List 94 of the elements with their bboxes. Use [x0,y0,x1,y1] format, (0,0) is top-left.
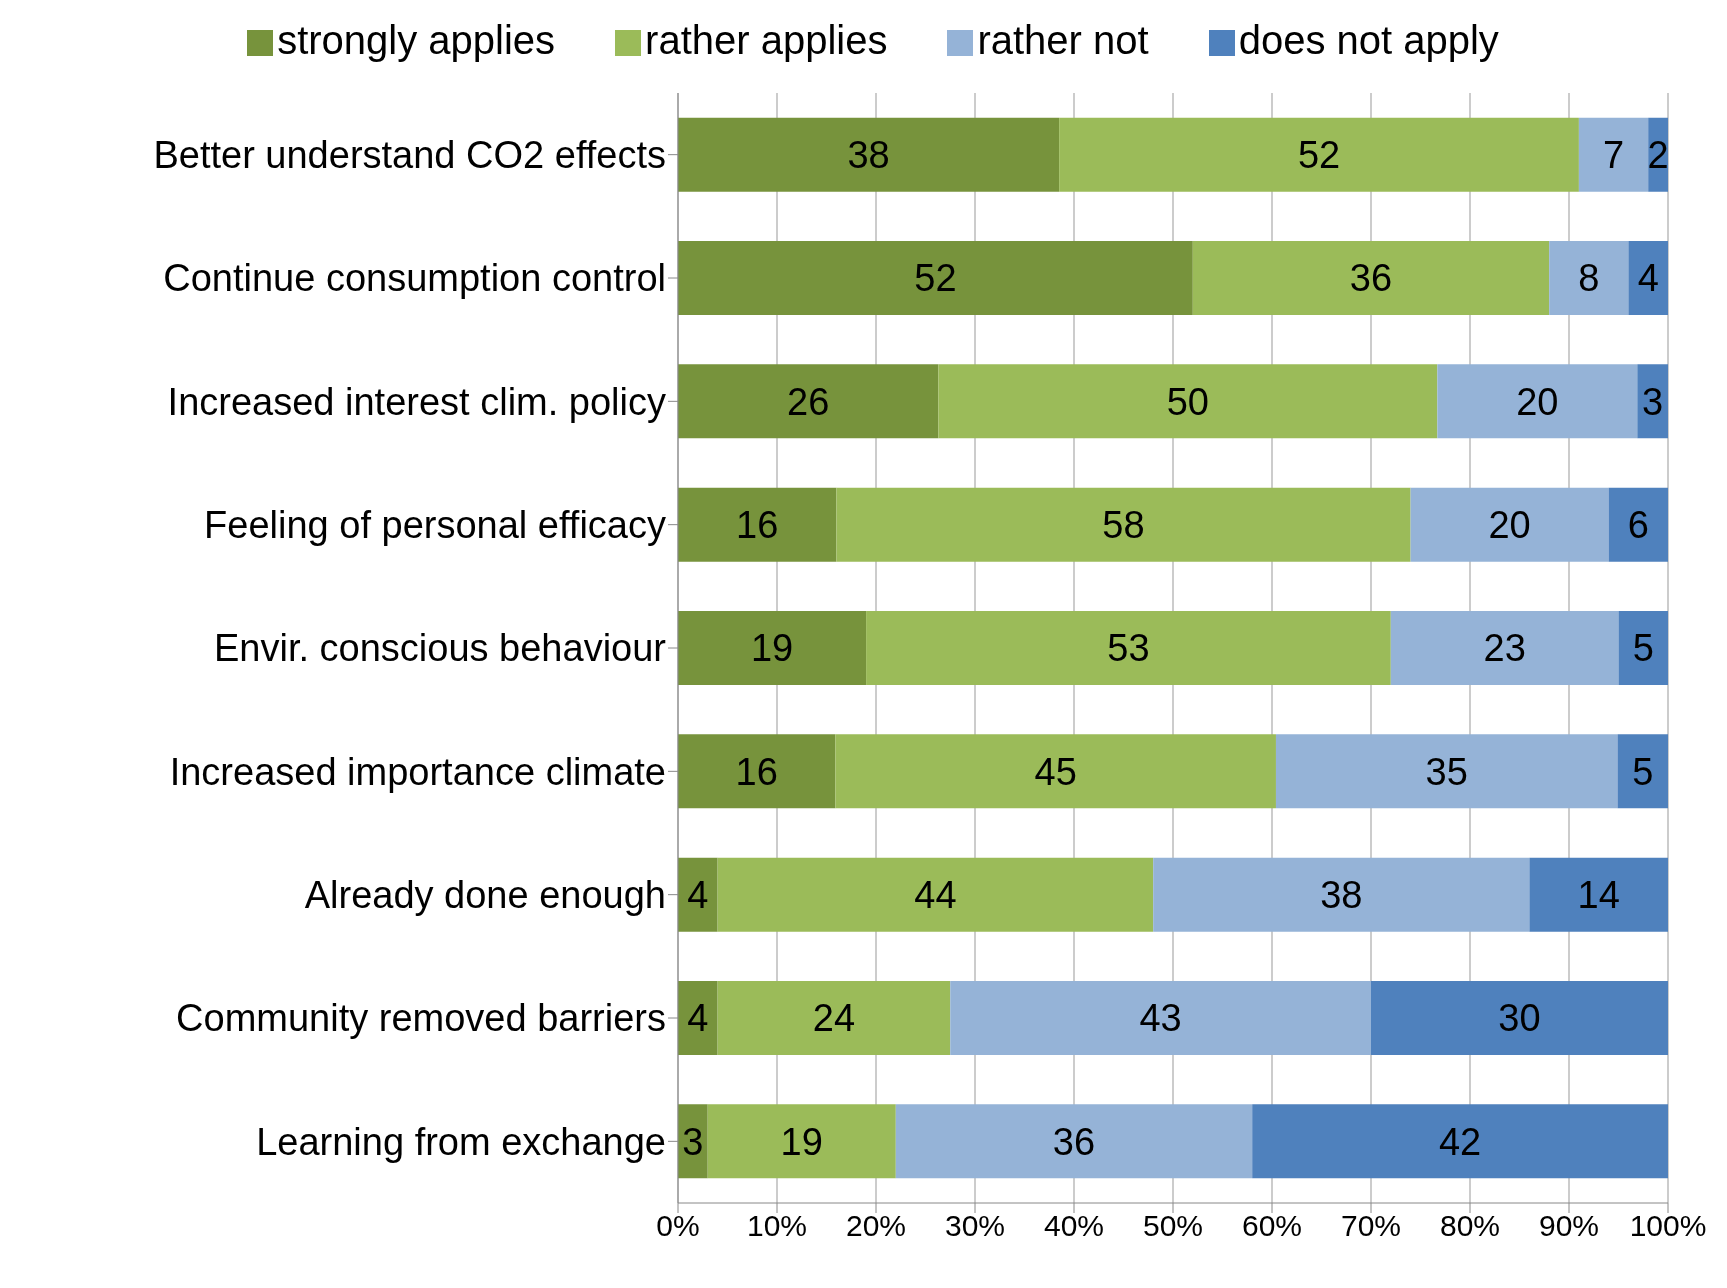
bar [1410,487,1609,562]
bar [1637,364,1668,439]
bar [1437,364,1638,439]
data-label: 20 [1488,504,1531,547]
x-tick-label: 10% [746,1209,808,1243]
data-label: 45 [1034,750,1077,793]
bar [1618,611,1668,685]
legend-label: does not apply [1238,18,1499,62]
bar [1275,734,1618,809]
x-tick-label: 100% [1629,1209,1707,1243]
data-label: 52 [914,257,957,300]
bar [1549,241,1629,315]
data-label: 8 [1578,257,1600,300]
data-label: 16 [735,750,778,793]
data-label: 16 [736,504,779,547]
data-label: 5 [1632,627,1654,670]
legend-label: rather not [977,18,1149,62]
data-label: 19 [780,1120,823,1163]
data-label: 58 [1102,504,1145,547]
bar [1059,117,1579,192]
data-label: 3 [682,1120,704,1163]
bar [678,857,718,932]
y-tick-label: Feeling of personal efficacy [204,504,666,547]
x-tick-label: 20% [845,1209,907,1243]
legend-label: rather applies [645,18,888,62]
data-label: 23 [1483,627,1526,670]
data-label: 5 [1632,750,1654,793]
bar [866,611,1391,685]
data-label: 4 [687,874,709,917]
y-tick-label: Continue consumption control [163,257,666,300]
data-label: 3 [1642,380,1664,423]
data-label: 2 [1647,134,1669,177]
bar [1617,734,1668,809]
data-label: 38 [1320,874,1363,917]
bar [707,1104,896,1179]
bar [938,364,1438,439]
data-label: 4 [687,997,709,1040]
x-tick-label: 0% [656,1209,700,1243]
bar [895,1104,1253,1179]
data-label: 6 [1627,504,1649,547]
bar [950,981,1371,1055]
data-label: 7 [1602,134,1625,177]
y-tick-label: Community removed barriers [176,997,666,1040]
bar [1628,241,1668,315]
data-label: 19 [750,627,794,670]
data-label: 20 [1516,380,1559,423]
data-label: 38 [847,134,890,177]
bar [678,241,1193,315]
bar [678,487,837,562]
data-label: 50 [1166,380,1209,423]
y-tick-label: Learning from exchange [256,1120,666,1163]
bar [678,734,836,809]
bar [678,611,867,685]
x-tick-label: 90% [1538,1209,1600,1243]
bar [1252,1104,1668,1179]
y-tick-label: Better understand CO2 effects [153,134,666,177]
bar [835,734,1276,809]
bar [1153,857,1530,932]
x-tick-label: 80% [1439,1209,1501,1243]
data-label: 53 [1107,627,1150,670]
data-label: 4 [1637,257,1659,300]
x-tick-label: 60% [1241,1209,1303,1243]
bar [1529,857,1668,932]
x-tick-label: 50% [1142,1209,1204,1243]
bar [1608,487,1668,562]
legend-label: strongly applies [277,18,556,62]
x-tick-label: 70% [1340,1209,1402,1243]
y-tick-label: Already done enough [304,874,666,917]
data-label: 43 [1139,997,1182,1040]
bar [678,117,1060,192]
data-label: 36 [1349,257,1393,300]
data-label: 24 [812,997,856,1040]
bar [1192,241,1550,315]
y-tick-label: Increased importance climate [169,750,666,793]
data-label: 42 [1438,1120,1482,1163]
bar [1390,611,1619,685]
y-tick-label: Increased interest clim. policy [167,380,666,423]
bar [678,981,718,1055]
data-label: 30 [1498,997,1541,1040]
data-label: 35 [1425,750,1468,793]
bar [1578,117,1649,192]
x-tick-label: 30% [944,1209,1006,1243]
bar [678,364,939,439]
data-label: 52 [1297,134,1341,177]
bar [717,981,951,1055]
data-label: 36 [1052,1120,1096,1163]
y-tick-label: Envir. conscious behaviour [213,627,667,670]
bar [836,487,1411,562]
data-label: 26 [787,380,830,423]
x-tick-label: 40% [1043,1209,1105,1243]
bar [717,857,1154,932]
data-label: 14 [1577,874,1620,917]
data-label: 44 [914,874,957,917]
bar [1371,981,1668,1055]
